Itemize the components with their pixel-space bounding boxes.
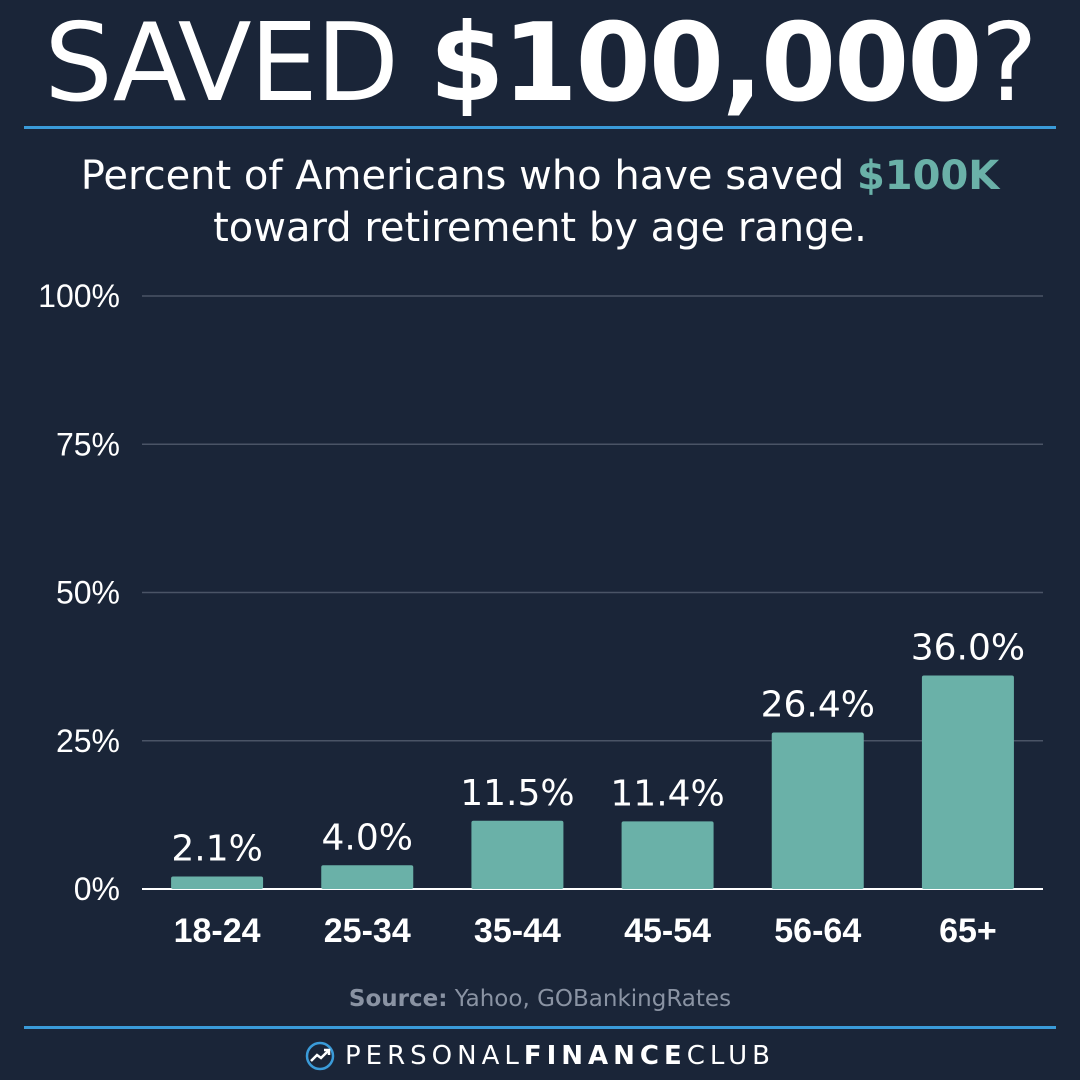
brand-finance: FINANCE (523, 1041, 687, 1071)
source-label: Source: (348, 986, 448, 1012)
top-rule (24, 126, 1056, 129)
x-category-label: 18-24 (174, 912, 261, 950)
source-text: Yahoo, GOBankingRates (447, 986, 732, 1012)
bar-value-label: 4.0% (322, 817, 413, 858)
x-category-label: 56-64 (774, 912, 861, 950)
subtitle-line2: toward retirement by age range. (213, 205, 867, 251)
bar (471, 820, 564, 889)
subtitle-line1: Percent of Americans who have saved $100… (0, 150, 1080, 202)
headline-amount: $100,000 (429, 1, 982, 126)
bar-value-label: 11.5% (460, 773, 574, 814)
brand-club: CLUB (686, 1041, 775, 1071)
trend-arrow-icon (305, 1041, 335, 1071)
x-category-label: 35-44 (474, 912, 561, 950)
headline: SAVED $100,000? (0, 0, 1080, 128)
y-tick-label: 25% (56, 723, 120, 759)
y-tick-label: 100% (38, 278, 120, 314)
bar-value-label: 26.4% (761, 684, 875, 725)
brand-footer: PERSONAL FINANCE CLUB (0, 1036, 1080, 1076)
headline-light: SAVED (44, 1, 430, 126)
x-category-label: 45-54 (624, 912, 711, 950)
subtitle-highlight: $100K (856, 153, 1000, 199)
y-tick-label: 0% (74, 871, 120, 907)
y-tick-label: 50% (56, 575, 120, 611)
y-tick-label: 75% (56, 426, 120, 462)
source-note: Source: Yahoo, GOBankingRates (0, 986, 1080, 1012)
bar-value-label: 2.1% (171, 829, 262, 870)
bar-value-label: 36.0% (911, 628, 1025, 669)
bar (921, 675, 1014, 889)
x-category-label: 25-34 (324, 912, 411, 950)
headline-question: ? (980, 1, 1037, 126)
subtitle-prefix: Percent of Americans who have saved (80, 153, 857, 199)
subtitle: Percent of Americans who have saved $100… (0, 150, 1080, 254)
brand-personal: PERSONAL (344, 1041, 524, 1071)
bar (771, 732, 864, 889)
bar-chart: 0% 25% 50% 75% 100% 2.1% 18-24 4.0% 25-34 11.5% 35… (38, 278, 1043, 950)
bar (171, 876, 264, 889)
bar (321, 865, 414, 889)
x-category-label: 65+ (939, 912, 997, 950)
bottom-rule (24, 1026, 1056, 1029)
bar (621, 821, 714, 889)
bar-value-label: 11.4% (610, 773, 724, 814)
